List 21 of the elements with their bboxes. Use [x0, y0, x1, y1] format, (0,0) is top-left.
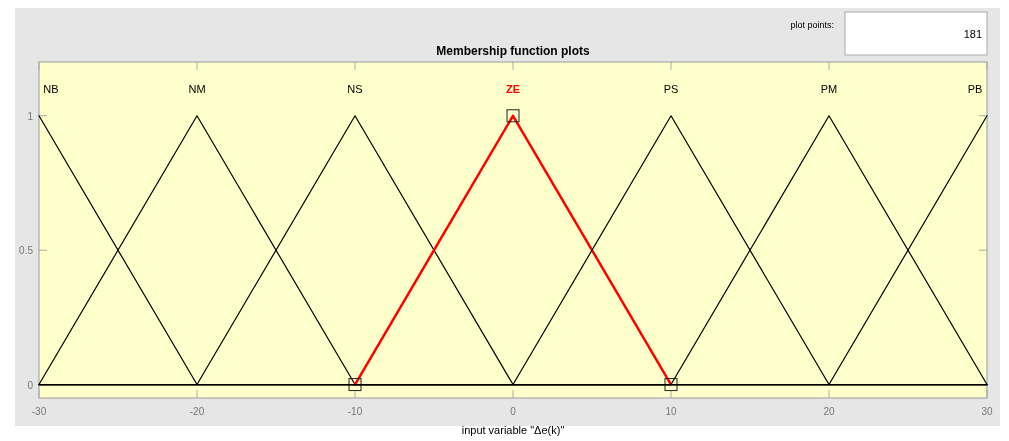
y-tick-label: 0.5 [19, 245, 34, 257]
text: plot points: [790, 20, 834, 30]
text: PM [820, 83, 838, 95]
series-label: ZE [505, 83, 521, 95]
x-tick-label: 20 [823, 406, 835, 417]
chart-title: Membership function plots [436, 44, 590, 58]
x-tick-label: 30 [981, 406, 993, 417]
text: 181 [963, 28, 982, 40]
x-tick-label: 10 [665, 406, 677, 417]
x-tick-label: -20 [189, 406, 205, 417]
x-axis-title: input variable "Δe(k)" [461, 424, 565, 436]
text: NS [347, 83, 363, 95]
text: NM [188, 83, 206, 95]
series-label: PB [967, 83, 983, 95]
y-tick-label: 1 [27, 110, 34, 122]
x-tick-label: 0 [510, 406, 517, 417]
x-tick-label: -30 [31, 406, 47, 417]
y-tick-label: 0 [27, 379, 34, 391]
x-tick-label: -10 [347, 406, 363, 417]
series-label: NB [43, 83, 59, 95]
text: PS [663, 83, 679, 95]
